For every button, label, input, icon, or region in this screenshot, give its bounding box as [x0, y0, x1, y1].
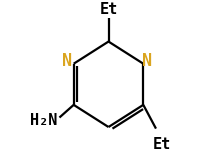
Text: Et: Et [153, 137, 171, 152]
Text: Et: Et [99, 2, 118, 17]
Text: N: N [62, 52, 72, 70]
Text: N: N [142, 52, 152, 70]
Text: H₂N: H₂N [30, 113, 57, 128]
